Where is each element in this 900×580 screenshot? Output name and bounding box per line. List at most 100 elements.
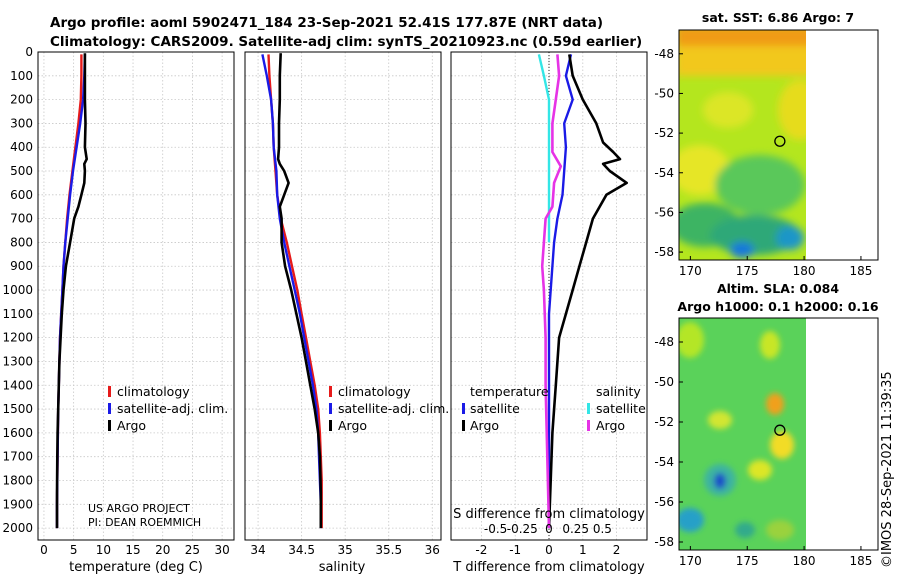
salinity-panel: 34 34.5 35 35.5 36 salinity climatology sate… [244, 51, 449, 575]
x-tick-label: 34 [250, 543, 265, 557]
map-y-tick-label: -48 [654, 335, 674, 349]
imos-timestamp: ©IMOS 28-Sep-2021 11:39:35 [880, 371, 895, 568]
x-tick-label: -2 [475, 543, 487, 557]
temperature-tick-labels: 0 5 10 15 20 25 30 [40, 543, 230, 557]
argo-location-marker [774, 424, 786, 436]
sla-blob [708, 411, 732, 429]
legend-marker-s-argo [587, 420, 590, 431]
map-y-tick-label: -56 [654, 205, 674, 219]
sst-blob [710, 215, 800, 255]
legend-label-satellite: satellite-adj. clim. [117, 401, 228, 416]
difference-panel: -2 -1 0 1 2 -0.5 -0.25 0 0.25 0.5 S difference f… [450, 51, 648, 575]
figure-title-line1: Argo profile: aoml 5902471_184 23-Sep-20… [50, 15, 603, 31]
difference-legend: temperature satellite Argo salinity sate… [462, 384, 646, 433]
legend-label-climatology: climatology [338, 384, 411, 399]
depth-tick-label: 300 [10, 116, 33, 130]
map-x-tick-label: 180 [793, 554, 816, 568]
depth-tick-label: 1600 [2, 426, 33, 440]
legend-title-salinity: salinity [596, 384, 641, 399]
legend-marker-s-satellite [587, 403, 590, 414]
x-tick-label: 36 [425, 543, 440, 557]
depth-tick-label: 700 [10, 212, 33, 226]
legend-label-s-satellite: satellite [596, 401, 646, 416]
x-tick-label: 5 [70, 543, 78, 557]
salinity-grid [245, 51, 441, 540]
map-y-tick-label: -54 [654, 455, 674, 469]
legend-marker-t-argo [462, 420, 465, 431]
sst-blob [778, 80, 806, 140]
x-tick-label: 34.5 [288, 543, 315, 557]
x-tick-label: 20 [155, 543, 170, 557]
sla-map-frame [678, 317, 879, 551]
depth-tick-label: 500 [10, 164, 33, 178]
sla-field [679, 318, 806, 550]
depth-tick-label: 2000 [2, 521, 33, 535]
legend-label-s-argo: Argo [596, 418, 625, 433]
legend-marker-satellite [329, 403, 332, 414]
temperature-lines [55, 53, 88, 529]
map-x-tick-label: 170 [679, 264, 702, 278]
sst-map-panel: sat. SST: 6.86 Argo: 7 170 175 180 185 -48 -5… [654, 10, 879, 278]
depth-tick-label: 1900 [2, 497, 33, 511]
sla-blob [735, 522, 755, 538]
map-x-tick-label: 170 [679, 554, 702, 568]
map-x-tick-label: 185 [849, 264, 872, 278]
salinity-lines [261, 53, 323, 529]
map-y-tick-label: -58 [654, 245, 674, 259]
temperature-panel: 0100200300400500600700800900100011001200… [2, 45, 235, 575]
salinity-axes-box [244, 51, 442, 541]
depth-tick-label: 1300 [2, 354, 33, 368]
x-tick-label: 30 [214, 543, 229, 557]
depth-tick-label: 1200 [2, 331, 33, 345]
sla-blob [770, 431, 794, 459]
depth-tick-label: 0 [25, 45, 33, 59]
s-diff-tick-label: -0.5 [484, 522, 507, 536]
x-tick-label: 10 [96, 543, 111, 557]
sla-map-panel: Altim. SLA: 0.084 Argo h1000: 0.1 h2000:… [654, 281, 878, 568]
depth-tick-label: 1700 [2, 450, 33, 464]
x-tick-label: 25 [185, 543, 200, 557]
legend-label-argo: Argo [338, 418, 367, 433]
s-diff-tick-label: -0.25 [507, 522, 538, 536]
s-diff-tick-label: 0.25 [562, 522, 589, 536]
map-x-tick-label: 185 [849, 554, 872, 568]
sst-map-ticks: 170 175 180 185 -48 -50 -52 -54 -56 -58 [654, 47, 872, 278]
series-line-t-satellite [547, 54, 574, 529]
depth-tick-label: 1800 [2, 473, 33, 487]
map-x-tick-label: 175 [736, 264, 759, 278]
legend-label-t-satellite: satellite [470, 401, 520, 416]
x-tick-label: 0 [40, 543, 48, 557]
sst-warm-top [679, 30, 806, 46]
x-tick-label: 15 [125, 543, 140, 557]
map-y-tick-label: -58 [654, 535, 674, 549]
sst-blobs [679, 30, 806, 258]
t-difference-xlabel: T difference from climatology [452, 560, 645, 575]
sst-map-frame [678, 29, 879, 261]
sla-blob [766, 393, 784, 415]
sla-map-subtitle: Argo h1000: 0.1 h2000: 0.16 [677, 299, 878, 314]
sla-blob [766, 520, 794, 540]
map-y-tick-label: -54 [654, 166, 674, 180]
series-line-argo [55, 53, 88, 529]
depth-tick-label: 1100 [2, 307, 33, 321]
series-line-s-argo [540, 54, 563, 529]
sla-map-title: Altim. SLA: 0.084 [717, 281, 839, 296]
depth-tick-label: 1400 [2, 378, 33, 392]
legend-label-t-argo: Argo [470, 418, 499, 433]
sla-blob [748, 460, 772, 480]
sla-blob [760, 331, 780, 359]
depth-tick-label: 100 [10, 69, 33, 83]
legend-label-climatology: climatology [117, 384, 190, 399]
legend-marker-t-satellite [462, 403, 465, 414]
credit-project: US ARGO PROJECT [88, 502, 190, 515]
sla-blob [714, 473, 726, 489]
sst-blob [776, 226, 804, 250]
difference-lines [537, 54, 629, 529]
x-tick-label: 1 [579, 543, 587, 557]
argo-location-marker [774, 135, 786, 147]
salinity-legend: climatology satellite-adj. clim. Argo [329, 384, 449, 433]
t-difference-tick-labels: -2 -1 0 1 2 [475, 543, 620, 557]
temperature-grid [38, 51, 234, 540]
sla-blobs [679, 322, 794, 540]
legend-title-temperature: temperature [470, 384, 549, 399]
